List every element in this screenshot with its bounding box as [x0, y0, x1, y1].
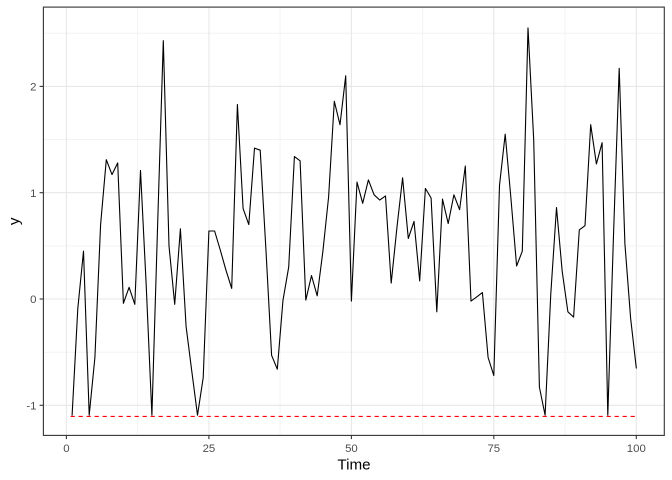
svg-text:50: 50 — [345, 443, 358, 455]
svg-text:0: 0 — [63, 443, 69, 455]
svg-text:Time: Time — [337, 456, 370, 473]
svg-text:-1: -1 — [26, 401, 36, 413]
svg-text:0: 0 — [30, 294, 36, 306]
svg-text:y: y — [6, 217, 23, 225]
svg-text:25: 25 — [203, 443, 216, 455]
svg-text:2: 2 — [30, 82, 36, 94]
svg-text:1: 1 — [30, 188, 36, 200]
svg-text:100: 100 — [627, 443, 646, 455]
svg-text:75: 75 — [487, 443, 500, 455]
